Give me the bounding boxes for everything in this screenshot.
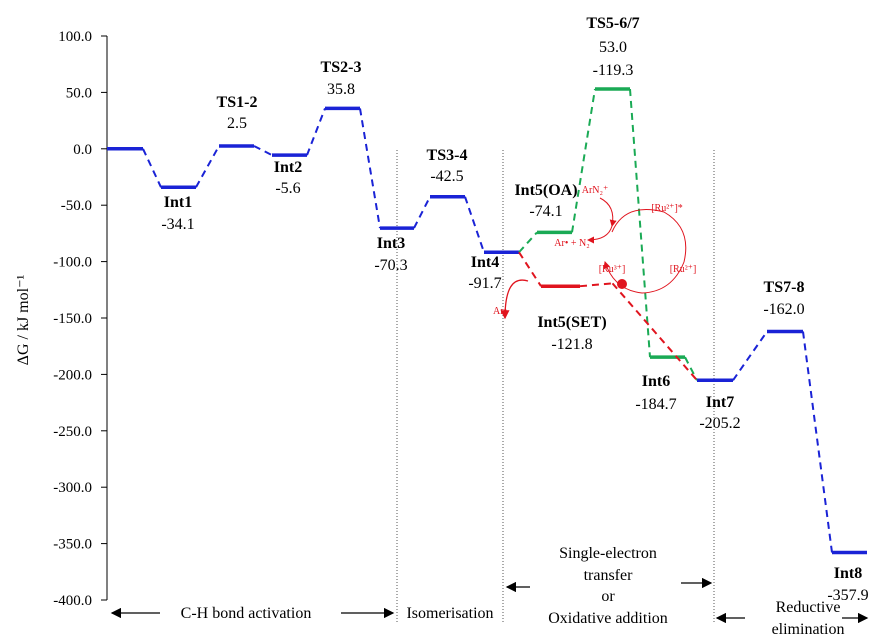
y-tick-label: 100.0: [58, 29, 92, 45]
label-ts5-6-7: TS5-6/7: [586, 15, 639, 32]
y-tick-label: -200.0: [53, 367, 92, 383]
region-isomerisation: Isomerisation: [406, 605, 493, 622]
value-int4: -91.7: [468, 275, 501, 292]
y-tick-label: -150.0: [53, 311, 92, 327]
region-reductive-line2: elimination: [772, 621, 845, 638]
cycle-arc-upper: [611, 209, 687, 263]
cycle-label-arn2: ArN₂⁺: [582, 185, 609, 196]
label-int3: Int3: [377, 235, 405, 252]
connector-line: [684, 356, 698, 381]
value-ts5-6-7-oa: 53.0: [599, 39, 627, 56]
value-ts1-2: 2.5: [227, 115, 247, 132]
connector-line: [629, 88, 651, 358]
y-axis-ticks: 100.0 50.0 0.0 -50.0 -100.0 -150.0 -200.0 -250.…: [53, 29, 107, 609]
value-int3: -70.3: [374, 257, 407, 274]
connector-line: [195, 145, 220, 188]
y-tick-label: -100.0: [53, 255, 92, 271]
label-ts7-8: TS7-8: [764, 279, 805, 296]
energy-lines: [107, 87, 867, 555]
photoredox-cycle: ArN₂⁺ [Ru²⁺]* Ar• + N₂ [Ru³⁺] [Ru²⁺] Ar•: [493, 185, 697, 320]
connector-line: [464, 196, 485, 253]
label-int2: Int2: [274, 159, 302, 176]
label-ts2-3: TS2-3: [321, 59, 362, 76]
connector-line: [732, 330, 768, 381]
connector-line: [142, 148, 162, 188]
label-int5-set: Int5(SET): [537, 314, 606, 331]
label-ts1-2: TS1-2: [217, 94, 258, 111]
region-labels: C-H bond activation Isomerisation Single…: [110, 545, 869, 638]
cycle-arrow-ar-n2: [587, 225, 613, 244]
value-int6: -184.7: [635, 396, 676, 413]
cycle-arc-lower: [603, 261, 685, 294]
region-ch-activation: C-H bond activation: [181, 605, 312, 622]
y-axis-title: ΔG / kJ mol⁻¹: [15, 274, 32, 365]
y-tick-label: -400.0: [53, 593, 92, 609]
region-set-line2: transfer: [584, 567, 634, 584]
intersection-dot: [617, 279, 627, 289]
connector-line: [518, 251, 542, 287]
y-tick-label: 50.0: [66, 85, 92, 101]
label-int8: Int8: [834, 565, 862, 582]
connector-line: [571, 88, 596, 233]
y-tick-label: 0.0: [73, 142, 92, 158]
value-int5-oa: -74.1: [529, 203, 562, 220]
connector-line: [413, 196, 431, 229]
label-int4: Int4: [471, 254, 499, 271]
region-or: or: [601, 588, 615, 605]
value-int2: -5.6: [275, 180, 300, 197]
y-tick-label: -300.0: [53, 480, 92, 496]
connector-line: [802, 331, 833, 553]
value-int1: -34.1: [161, 216, 194, 233]
label-ts3-4: TS3-4: [427, 147, 468, 164]
label-int6: Int6: [642, 373, 670, 390]
value-ts5-6-7-set: -119.3: [593, 62, 634, 79]
cycle-label-ru2-radical: [Ru²⁺]*: [651, 203, 683, 214]
connector-line: [253, 145, 273, 157]
cycle-label-ru3: [Ru³⁺]: [599, 264, 626, 275]
cycle-label-ar-radical: Ar•: [493, 306, 507, 317]
y-tick-label: -250.0: [53, 424, 92, 440]
y-tick-label: -350.0: [53, 537, 92, 553]
region-oxidative-addition: Oxidative addition: [548, 610, 668, 627]
connector-line: [611, 282, 698, 381]
connector-line: [579, 282, 613, 288]
label-int1: Int1: [164, 194, 192, 211]
connector-line: [359, 108, 381, 229]
label-int7: Int7: [706, 394, 734, 411]
set-curved-arrow: [500, 279, 529, 320]
value-ts3-4: -42.5: [430, 168, 463, 185]
cycle-arrow-arn2: [599, 197, 617, 227]
label-int5-oa: Int5(OA): [514, 182, 577, 199]
connector-line: [306, 108, 326, 156]
region-set-line1: Single-electron: [559, 545, 657, 562]
state-labels: TS1-2 2.5 TS2-3 35.8 Int1 -34.1 Int2 -5.…: [161, 15, 868, 604]
value-int5-set: -121.8: [551, 336, 592, 353]
value-int7: -205.2: [699, 415, 740, 432]
connector-line: [518, 231, 538, 253]
y-tick-label: -50.0: [61, 198, 92, 214]
value-ts2-3: 35.8: [327, 81, 355, 98]
cycle-label-ar-n2: Ar• + N₂: [554, 238, 589, 249]
value-int8: -357.9: [827, 587, 868, 604]
cycle-label-ru2: [Ru²⁺]: [670, 264, 697, 275]
value-ts7-8: -162.0: [763, 301, 804, 318]
region-reductive-line1: Reductive: [776, 599, 841, 616]
